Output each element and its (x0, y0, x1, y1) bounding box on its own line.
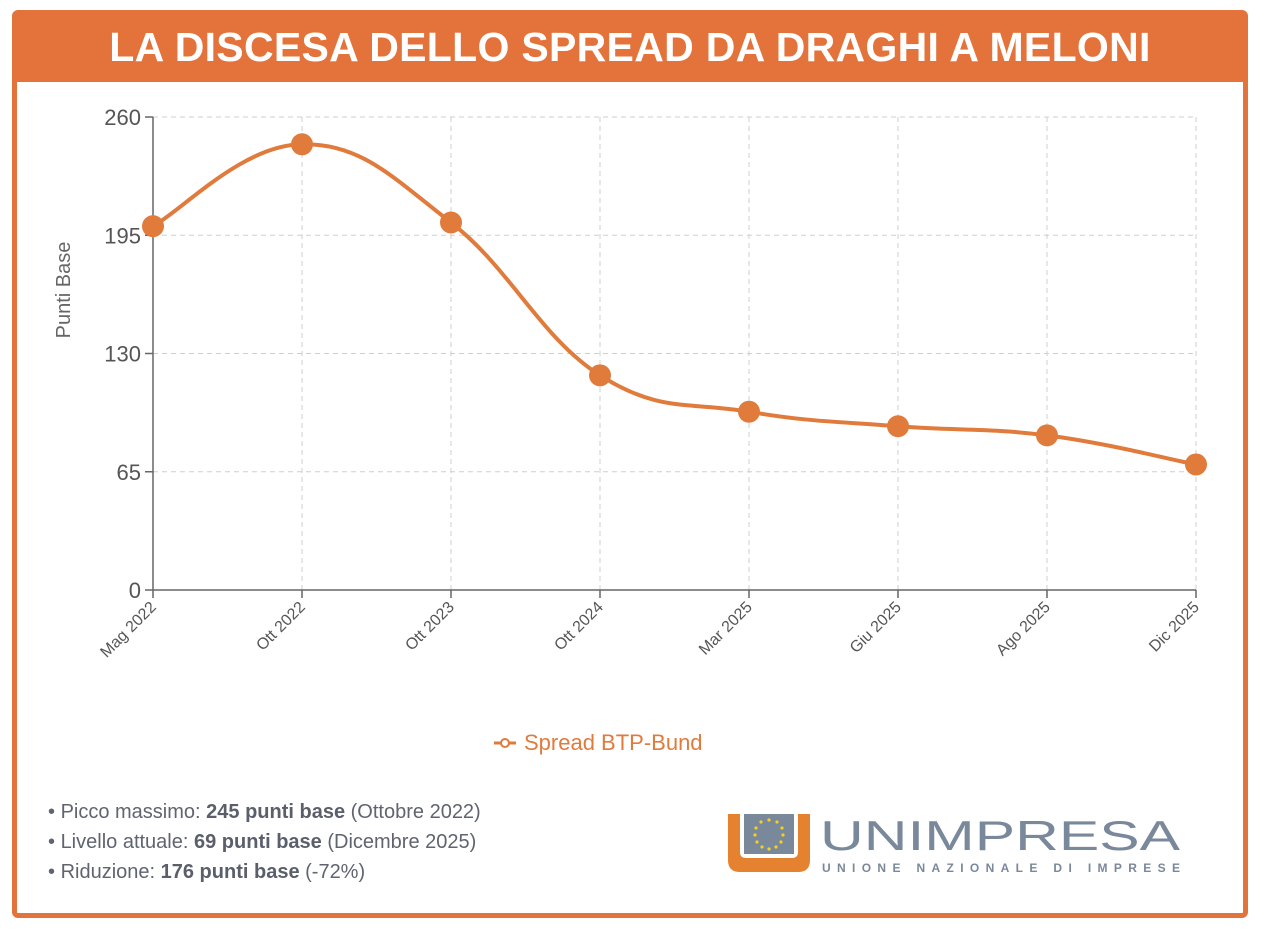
y-tick-label: 65 (117, 460, 141, 485)
logo-name: UNIMPRESA (820, 812, 1180, 859)
data-point (1036, 424, 1058, 447)
data-point (887, 415, 909, 438)
spread-line-chart: 0 65 130 195 260 Mag 2022 Ott 2022 Ott 2023 Ott … (53, 105, 1207, 755)
y-tick-label: 260 (104, 105, 141, 130)
page-title: LA DISCESA DELLO SPREAD DA DRAGHI A MELO… (109, 24, 1151, 70)
note-current: • Livello attuale: 69 punti base (Dicemb… (48, 831, 477, 853)
x-tick-label: Mag 2022 (97, 599, 159, 661)
x-tick-label: Ott 2024 (551, 599, 606, 654)
note-reduction: • Riduzione: 176 punti base (-72%) (48, 861, 366, 883)
axes: 0 65 130 195 260 Mag 2022 Ott 2022 Ott 2023 Ott … (97, 105, 1202, 661)
legend-label: Spread BTP-Bund (524, 730, 703, 755)
note-value: 176 punti base (160, 861, 300, 883)
note-detail: (Dicembre 2025) (321, 831, 477, 853)
note-value: 245 punti base (206, 801, 346, 823)
summary-notes: • Picco massimo: 245 punti base (Ottobre… (48, 797, 481, 887)
x-tick-label: Ott 2022 (253, 599, 308, 654)
data-point (142, 215, 164, 238)
y-tick-label: 0 (129, 578, 141, 603)
legend-marker-icon (500, 738, 510, 748)
x-tick-label: Giu 2025 (847, 599, 905, 657)
y-tick-label: 195 (104, 223, 141, 248)
data-point (440, 211, 462, 234)
x-tick-label: Dic 2025 (1146, 599, 1203, 656)
y-axis-label: Punti Base (53, 242, 75, 339)
poster-frame (12, 10, 1248, 918)
data-points (142, 133, 1207, 476)
unimpresa-logo: UNIMPRESA UNIONE NAZIONALE DI IMPRESE (728, 812, 1180, 875)
note-label: Picco massimo: (60, 801, 207, 823)
eu-stars-icon (753, 818, 785, 851)
data-point (589, 364, 611, 387)
grid-lines (153, 116, 1197, 590)
x-tick-label: Ago 2025 (993, 599, 1054, 660)
x-tick-label: Mar 2025 (696, 599, 756, 659)
note-label: Livello attuale: (60, 831, 194, 853)
note-detail: (Ottobre 2022) (345, 801, 481, 823)
series-line (152, 142, 1197, 467)
note-detail: (-72%) (299, 861, 366, 883)
legend[interactable]: Spread BTP-Bund (494, 730, 703, 755)
data-point (738, 400, 760, 423)
x-tick-label: Ott 2023 (402, 599, 457, 654)
note-label: Riduzione: (60, 861, 161, 883)
data-point (1185, 453, 1207, 476)
y-tick-label: 130 (104, 342, 141, 367)
data-point (291, 133, 313, 156)
note-value: 69 punti base (193, 831, 322, 853)
note-peak: • Picco massimo: 245 punti base (Ottobre… (48, 801, 481, 823)
logo-tagline: UNIONE NAZIONALE DI IMPRESE (822, 861, 1180, 875)
